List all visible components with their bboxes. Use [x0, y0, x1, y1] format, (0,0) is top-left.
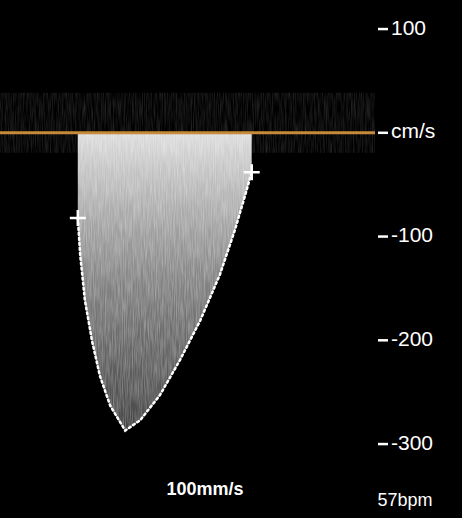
caliper: [70, 210, 86, 226]
background: [0, 0, 462, 518]
y-tick-label: 100: [391, 16, 426, 39]
velocity-trace: [78, 172, 252, 430]
y-tick-label: cm/s: [391, 119, 435, 142]
doppler-chart: 100 cm/s -100 -200 -300 100mm/s 57bpm: [0, 0, 462, 518]
heart-rate: 57bpm: [377, 490, 432, 510]
plot-area: [0, 93, 375, 431]
y-tick-label: -200: [391, 327, 433, 350]
spectral-texture: [78, 133, 252, 431]
y-tick-label: -300: [391, 431, 433, 454]
caliper: [244, 164, 260, 180]
spectral-envelope-area: [78, 133, 252, 431]
baseline: [0, 131, 375, 134]
y-tick: [378, 235, 388, 238]
y-tick: [378, 132, 388, 135]
y-tick: [378, 339, 388, 342]
sweep-speed: 100mm/s: [166, 479, 243, 499]
y-tick: [378, 443, 388, 446]
y-tick: [378, 28, 388, 31]
y-tick-label: -100: [391, 223, 433, 246]
